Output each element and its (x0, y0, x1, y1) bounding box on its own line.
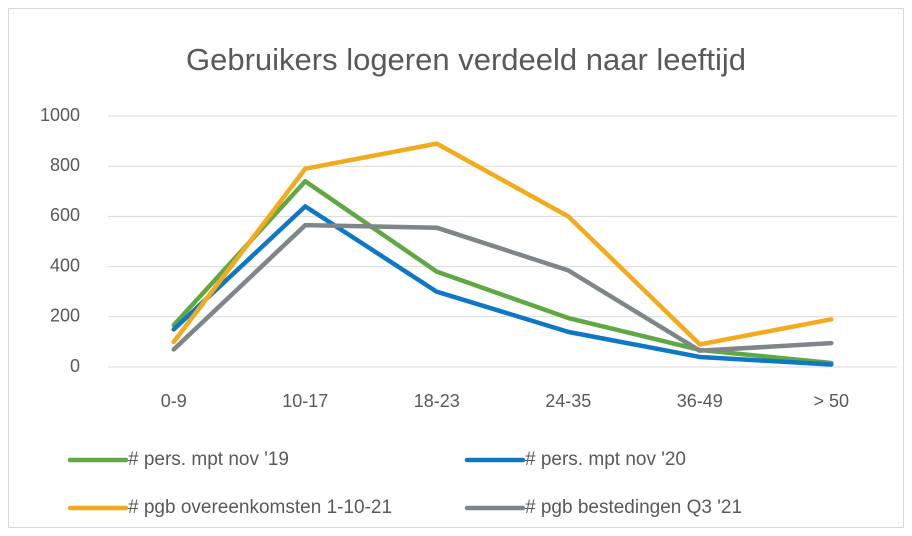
y-tick-label: 400 (50, 255, 80, 275)
y-tick-label: 200 (50, 306, 80, 326)
legend-label: # pgb overeenkomsten 1-10-21 (128, 497, 392, 518)
series-line (171, 179, 834, 366)
series-line (171, 222, 834, 353)
y-tick-label: 1000 (40, 105, 80, 125)
x-tick-label: 0-9 (161, 391, 187, 411)
x-tick-label: 24-35 (545, 391, 591, 411)
series-line (171, 204, 834, 367)
y-tick-label: 600 (50, 205, 80, 225)
series-line (171, 141, 834, 347)
legend-label: # pers. mpt nov '19 (128, 449, 289, 470)
chart-title: Gebruikers logeren verdeeld naar leeftij… (186, 42, 746, 77)
x-tick-label: > 50 (813, 391, 849, 411)
chart-frame (8, 8, 904, 528)
x-tick-label: 10-17 (282, 391, 328, 411)
x-tick-label: 36-49 (677, 391, 723, 411)
x-tick-label: 18-23 (414, 391, 460, 411)
y-tick-label: 800 (50, 155, 80, 175)
legend-label: # pers. mpt nov '20 (525, 449, 686, 470)
y-tick-label: 0 (70, 356, 80, 376)
legend-label: # pgb bestedingen Q3 '21 (525, 497, 742, 518)
